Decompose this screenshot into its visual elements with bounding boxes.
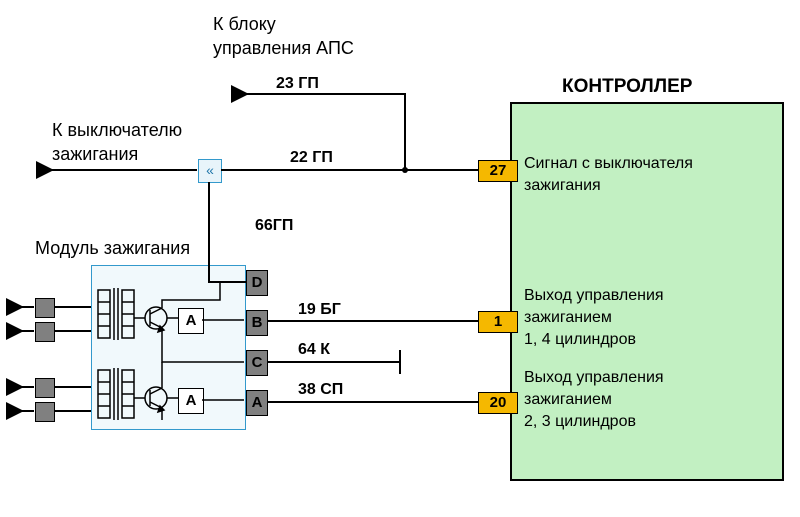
output-terminal-3 — [35, 378, 55, 398]
ctrl-out14-line3: 1, 4 цилиндров — [524, 330, 636, 349]
amp-top: А — [178, 308, 204, 334]
amp-bottom: А — [178, 388, 204, 414]
wire-label-22: 22 ГП — [290, 148, 333, 167]
pin-1: 1 — [478, 311, 518, 333]
output-terminal-4 — [35, 402, 55, 422]
wire-label-38: 38 СП — [298, 380, 343, 399]
wire-label-64: 64 К — [298, 340, 330, 359]
pin-20: 20 — [478, 392, 518, 414]
label-aps-1: К блоку — [213, 14, 276, 36]
ctrl-out23-line1: Выход управления — [524, 368, 664, 387]
ctrl-sig-line1: Сигнал с выключателя — [524, 154, 693, 173]
pin-27: 27 — [478, 160, 518, 182]
wire-label-19: 19 БГ — [298, 300, 341, 319]
ctrl-out14-line1: Выход управления — [524, 286, 664, 305]
controller-title: КОНТРОЛЛЕР — [562, 76, 692, 99]
ctrl-out23-line2: зажиганием — [524, 390, 612, 409]
ctrl-out23-line3: 2, 3 цилиндров — [524, 412, 636, 431]
ctrl-sig-line2: зажигания — [524, 176, 601, 195]
terminal-C: C — [246, 350, 268, 376]
label-switch-1: К выключателю — [52, 120, 182, 142]
terminal-A: A — [246, 390, 268, 416]
connector-icon: « — [198, 159, 222, 183]
wire-label-23: 23 ГП — [276, 74, 319, 93]
output-terminal-1 — [35, 298, 55, 318]
module-title: Модуль зажигания — [35, 238, 190, 260]
label-aps-2: управления АПС — [213, 38, 354, 60]
terminal-D: D — [246, 270, 268, 296]
diagram-canvas: { "canvas": { "width": 800, "height": 51… — [0, 0, 800, 517]
output-terminal-2 — [35, 322, 55, 342]
terminal-B: B — [246, 310, 268, 336]
wire-label-66: 66ГП — [255, 216, 293, 235]
ignition-module-box — [91, 265, 246, 430]
ctrl-out14-line2: зажиганием — [524, 308, 612, 327]
label-switch-2: зажигания — [52, 144, 138, 166]
